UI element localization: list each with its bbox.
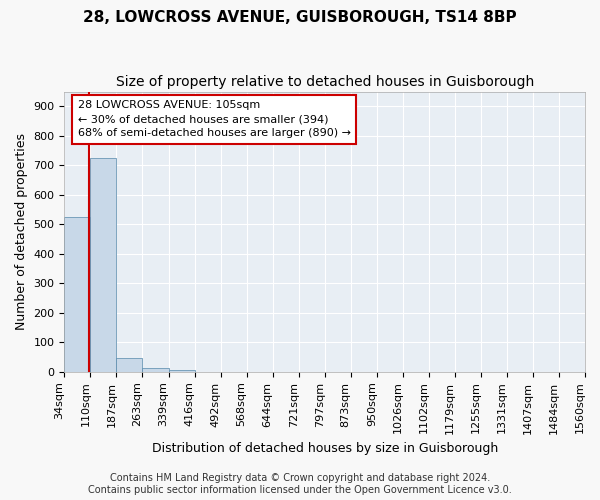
Bar <box>116 358 142 372</box>
Title: Size of property relative to detached houses in Guisborough: Size of property relative to detached ho… <box>116 75 534 89</box>
Text: Contains HM Land Registry data © Crown copyright and database right 2024.
Contai: Contains HM Land Registry data © Crown c… <box>88 474 512 495</box>
Bar <box>91 158 116 372</box>
Bar <box>64 217 91 372</box>
Bar <box>169 370 194 372</box>
Text: 28, LOWCROSS AVENUE, GUISBOROUGH, TS14 8BP: 28, LOWCROSS AVENUE, GUISBOROUGH, TS14 8… <box>83 10 517 25</box>
Y-axis label: Number of detached properties: Number of detached properties <box>15 133 28 330</box>
Text: 28 LOWCROSS AVENUE: 105sqm
← 30% of detached houses are smaller (394)
68% of sem: 28 LOWCROSS AVENUE: 105sqm ← 30% of deta… <box>78 100 351 138</box>
Bar <box>142 368 169 372</box>
X-axis label: Distribution of detached houses by size in Guisborough: Distribution of detached houses by size … <box>152 442 498 455</box>
